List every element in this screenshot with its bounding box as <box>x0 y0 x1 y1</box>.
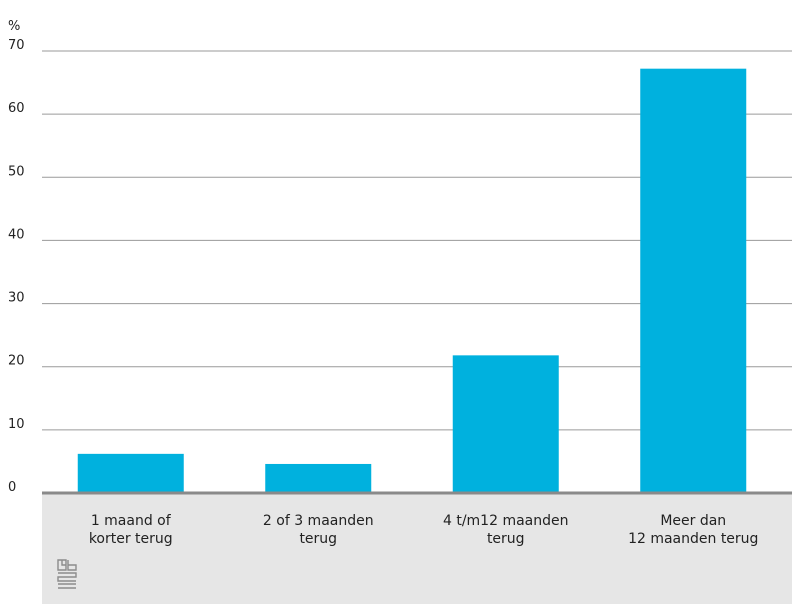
y-tick-label: 40 <box>8 227 25 242</box>
category-label: Meer dan 12 maanden terug <box>628 513 759 547</box>
y-tick-label: 10 <box>8 417 25 432</box>
category-label: 4 t/m12 maanden terug <box>442 513 569 547</box>
cbs-logo-icon <box>57 559 77 589</box>
category-label: 1 maand of korter terug <box>88 513 173 547</box>
bar-3 <box>452 355 559 493</box>
y-tick-label: 60 <box>8 101 25 116</box>
bar-1 <box>77 453 184 493</box>
category-label: 2 of 3 maanden terug <box>262 513 374 547</box>
y-tick-labels: 0 10 20 30 40 50 60 70 <box>8 38 25 495</box>
y-unit-label: % <box>8 19 20 34</box>
bar-4 <box>640 68 747 494</box>
category-axis-panel <box>42 494 792 604</box>
y-tick-label: 70 <box>8 38 25 53</box>
y-tick-label: 50 <box>8 164 25 179</box>
y-tick-label: 20 <box>8 354 25 369</box>
bars <box>77 68 747 494</box>
bar-2 <box>265 463 372 493</box>
y-tick-label: 0 <box>8 480 16 495</box>
y-tick-label: 30 <box>8 291 25 306</box>
